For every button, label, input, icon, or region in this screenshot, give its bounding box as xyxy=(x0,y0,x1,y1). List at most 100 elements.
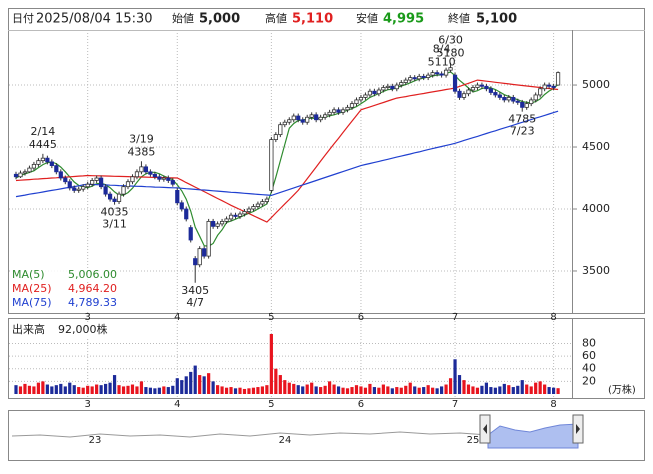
x-tick-label: 4 xyxy=(174,399,180,410)
volume-bar xyxy=(345,388,350,394)
volume-bar xyxy=(233,388,238,394)
volume-bar xyxy=(453,359,457,394)
volume-bar xyxy=(157,387,161,394)
candle-body xyxy=(85,183,90,188)
candle-body xyxy=(282,121,287,126)
volume-bar xyxy=(399,387,403,394)
volume-unit: (万株) xyxy=(608,383,636,396)
candle-body xyxy=(72,187,77,191)
candle-body xyxy=(408,77,413,81)
candle-body xyxy=(457,90,462,98)
volume-bar xyxy=(112,375,117,394)
volume-bar xyxy=(413,386,417,394)
legend-box xyxy=(10,283,118,296)
candle-body xyxy=(31,163,37,169)
moving-average-line xyxy=(15,110,559,198)
candle-body xyxy=(381,87,386,91)
y-tick-label: 3500 xyxy=(582,264,610,277)
volume-bar xyxy=(242,388,247,394)
volume-bar xyxy=(104,383,108,394)
header-label: 高値 xyxy=(265,11,287,25)
annotation: 5180 xyxy=(437,47,465,60)
volume-bar xyxy=(498,386,502,394)
candle-body xyxy=(228,214,234,220)
annotation: 8/4 xyxy=(433,42,451,55)
candle-body xyxy=(54,165,59,173)
candle-body xyxy=(376,89,381,95)
candle-body xyxy=(367,90,373,96)
header-close: 5,100 xyxy=(476,12,517,27)
volume-bar xyxy=(99,385,103,394)
candle-body xyxy=(40,157,45,162)
volume-bar xyxy=(502,383,506,394)
candle-body xyxy=(103,186,108,195)
volume-bar xyxy=(126,385,130,394)
volume-bar xyxy=(556,388,560,394)
candle-body xyxy=(345,106,350,111)
candle-body xyxy=(278,124,283,136)
annotation: 4445 xyxy=(29,138,57,151)
candle-body xyxy=(202,248,207,257)
candle-body xyxy=(547,84,552,87)
volume-bar xyxy=(390,388,394,394)
candle-body xyxy=(354,99,359,105)
legend-box xyxy=(10,269,118,282)
candle-body xyxy=(45,157,50,163)
candle-body xyxy=(107,193,113,200)
x-tick-label: 6 xyxy=(358,312,364,323)
volume-bar xyxy=(95,384,99,394)
navigator-label: 24 xyxy=(279,435,292,446)
volume-bar xyxy=(130,384,135,394)
volume-bar xyxy=(386,386,390,394)
legend-value: 4,789.33 xyxy=(68,296,117,309)
volume-bar xyxy=(426,385,430,394)
volume-bar xyxy=(471,386,475,394)
volume-bar xyxy=(462,380,466,394)
volume-bar xyxy=(108,382,112,394)
candle-body xyxy=(349,103,355,108)
candle-body xyxy=(90,180,95,185)
volume-bar xyxy=(484,382,488,394)
volume-bar xyxy=(359,386,363,394)
candle-body xyxy=(215,223,220,227)
volume-bar xyxy=(216,385,220,394)
candle-body xyxy=(318,116,323,121)
volume-bar xyxy=(175,378,179,394)
candle-body xyxy=(242,211,247,215)
volume-bar xyxy=(319,387,323,394)
navigator-label: 23 xyxy=(89,435,102,446)
volume-bar xyxy=(395,387,399,394)
candle-body xyxy=(273,134,278,140)
volume-bar xyxy=(287,382,291,394)
x-tick-label: 7 xyxy=(452,399,458,410)
candle-body xyxy=(63,177,68,183)
volume-bar xyxy=(68,382,72,394)
annotation: 7/23 xyxy=(510,125,535,138)
volume-bar xyxy=(202,376,206,394)
header: 日付 2025/08/04 15:30 始値 5,000 高値 5,110 安値… xyxy=(12,11,517,27)
candle-body xyxy=(340,109,346,113)
volume-bar xyxy=(144,387,148,394)
volume-bar xyxy=(45,384,49,394)
y-tick-label: 4500 xyxy=(582,140,610,153)
y-tick-label: 4000 xyxy=(582,202,610,215)
candle-body xyxy=(309,114,314,118)
volume-bar xyxy=(444,384,448,394)
price-panel xyxy=(8,8,645,314)
candle-body xyxy=(439,73,444,76)
volume-bar xyxy=(153,388,157,394)
volume-tick-label: 80 xyxy=(582,336,596,349)
header-label: 始値 xyxy=(172,11,194,25)
volume-bar xyxy=(41,381,45,394)
candle-body xyxy=(502,97,507,101)
header-label: 日付 xyxy=(12,12,34,25)
candle-body xyxy=(372,90,377,95)
volume-bar xyxy=(269,334,273,394)
volume-bar xyxy=(135,386,139,394)
candle-body xyxy=(219,220,225,225)
volume-bar xyxy=(238,387,242,394)
candle-body xyxy=(435,72,440,75)
candle-body xyxy=(260,201,265,205)
volume-bar xyxy=(32,386,36,394)
